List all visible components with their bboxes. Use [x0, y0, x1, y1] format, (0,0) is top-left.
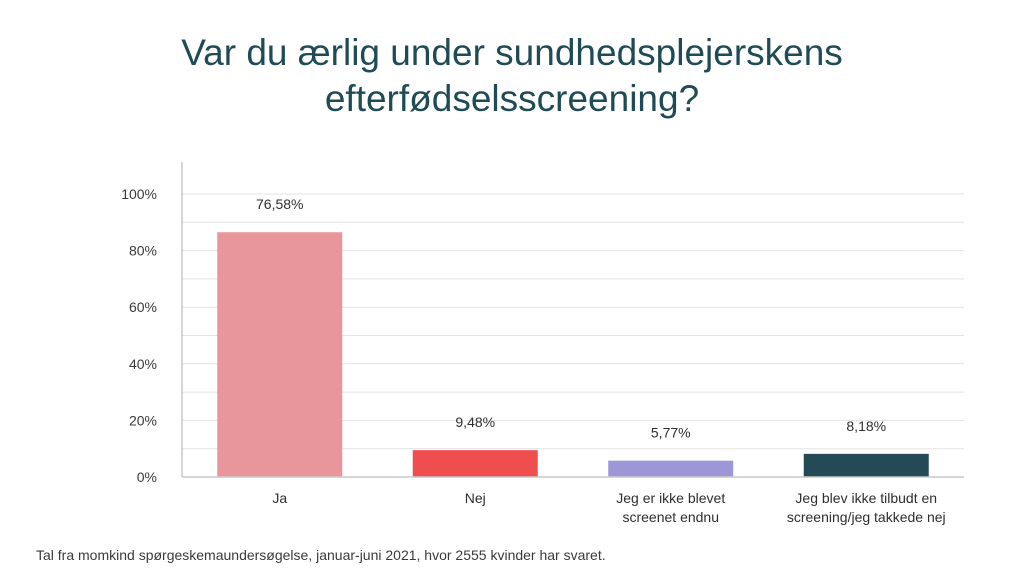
chart-title-line-2: efterfødselsscreening? — [324, 78, 700, 119]
bar-value-label: 8,18% — [846, 418, 886, 434]
y-tick-label: 20% — [129, 412, 157, 428]
y-tick-label: 60% — [129, 299, 157, 315]
chart-title: Var du ærlig under sundhedsplejerskens e… — [0, 30, 1024, 122]
bar-value-label: 9,48% — [455, 414, 495, 430]
bar-0 — [217, 232, 343, 477]
x-category-label: screening/jeg takkede nej — [787, 509, 946, 525]
x-category-label: screenet endnu — [622, 509, 719, 525]
x-category-label: Jeg er ikke blevet — [616, 490, 725, 506]
x-category-label: Nej — [465, 490, 486, 506]
bar-value-label: 5,77% — [651, 425, 691, 441]
chart-title-line-1: Var du ærlig under sundhedsplejerskens — [181, 32, 843, 73]
bar-2 — [608, 460, 734, 477]
y-tick-label: 80% — [129, 243, 157, 259]
x-category-label: Ja — [272, 490, 287, 506]
bar-1 — [412, 450, 538, 477]
bar-3 — [803, 453, 929, 477]
y-tick-label: 40% — [129, 356, 157, 372]
y-tick-label: 0% — [137, 469, 157, 485]
y-tick-label: 100% — [121, 186, 157, 202]
footnote: Tal fra momkind spørgeskemaundersøgelse,… — [36, 547, 606, 563]
bar-value-label: 76,58% — [256, 196, 303, 212]
x-category-label: Jeg blev ikke tilbudt en — [795, 490, 937, 506]
